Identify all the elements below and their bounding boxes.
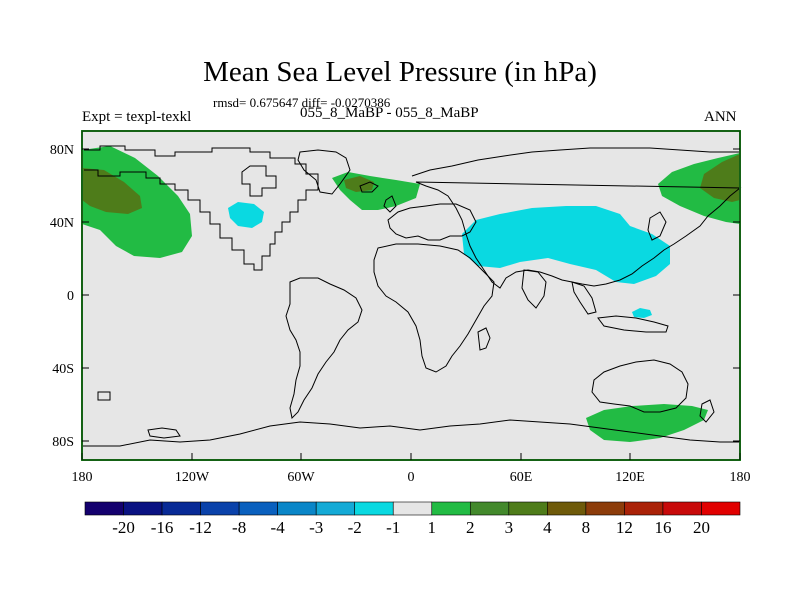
anomaly-north-pacific-west-core <box>82 168 142 214</box>
x-tick-label: 180 <box>730 470 751 485</box>
colorbar-label: 2 <box>466 518 475 537</box>
axis-ticks <box>81 148 741 460</box>
colorbar-swatch <box>431 501 471 516</box>
colorbar-label: -8 <box>232 518 246 537</box>
colorbar-label: 3 <box>505 518 514 537</box>
colorbar-label: 16 <box>654 518 671 537</box>
coastline-south-america <box>285 277 363 420</box>
colorbar-swatch <box>84 501 124 516</box>
colorbar-swatch <box>547 501 587 516</box>
anomaly-indian-ocean-negative <box>632 308 652 318</box>
colorbar-label: -16 <box>151 518 174 537</box>
coastline-australia <box>591 359 689 413</box>
season-label: ANN <box>704 109 737 125</box>
colorbar-swatch <box>392 501 433 516</box>
coastline-india <box>521 269 547 309</box>
x-tick-label: 60E <box>510 470 533 485</box>
anomaly-east-pacific-negative <box>228 202 264 228</box>
colorbar-swatch <box>585 501 625 516</box>
colorbar-swatch <box>469 501 510 516</box>
y-tick-label: 40N <box>50 216 74 231</box>
anomaly-north-atlantic-core <box>344 176 374 192</box>
y-tick-label: 80S <box>52 435 74 450</box>
colorbar-swatch <box>624 501 664 516</box>
colorbar: -20 -16 -12 -8 -4 -3 -2 -1 1 2 3 4 8 12 16 20 <box>84 501 741 537</box>
colorbar-label: -3 <box>309 518 323 537</box>
colorbar-swatch <box>354 501 394 516</box>
colorbar-label: 4 <box>543 518 552 537</box>
coastline-southeast-asia <box>571 281 597 315</box>
coastline-japan <box>647 211 667 241</box>
x-axis-labels: 180 120W 60W 0 60E 120E 180 <box>72 470 751 485</box>
x-tick-label: 120W <box>175 470 210 485</box>
colorbar-swatch <box>123 501 163 516</box>
experiment-label: Expt = texpl-texkl <box>82 109 192 125</box>
coastline-asia <box>411 147 742 289</box>
colorbar-swatch <box>277 501 317 516</box>
period-label: 055_8_MaBP - 055_8_MaBP <box>300 105 479 121</box>
y-tick-label: 80N <box>50 143 74 158</box>
coastline-uk <box>383 195 397 213</box>
anomaly-asia-negative <box>462 206 670 284</box>
coastline-antarctic-islands <box>147 427 181 439</box>
anomaly-southern-ocean-positive <box>586 404 708 442</box>
x-tick-label: 0 <box>408 470 415 485</box>
coastline-antarctica <box>82 419 740 447</box>
colorbar-label: 8 <box>582 518 591 537</box>
coastline-africa <box>373 243 495 373</box>
colorbar-swatch <box>701 501 741 516</box>
chart-title: Mean Sea Level Pressure (in hPa) <box>203 56 597 88</box>
y-axis-labels: 80N 40N 0 40S 80S <box>50 143 74 450</box>
coastline-falklands <box>97 391 111 401</box>
coastline-greenland <box>297 149 351 195</box>
colorbar-swatch <box>200 501 240 516</box>
coastlines <box>82 145 742 447</box>
x-tick-label: 60W <box>287 470 315 485</box>
colorbar-swatch <box>161 501 201 516</box>
colorbar-swatch <box>662 501 702 516</box>
colorbar-swatch <box>508 501 548 516</box>
coastline-hudson-bay <box>241 165 277 197</box>
colorbar-label: 12 <box>616 518 633 537</box>
colorbar-label: -12 <box>189 518 212 537</box>
coastline-north-america <box>84 145 319 271</box>
colorbar-label: 20 <box>693 518 710 537</box>
coastline-indonesia <box>597 315 669 333</box>
colorbar-label: -2 <box>348 518 362 537</box>
coastline-madagascar <box>477 327 491 351</box>
colorbar-swatch <box>315 501 356 516</box>
colorbar-label: -4 <box>271 518 286 537</box>
colorbar-swatch <box>238 501 278 516</box>
coastline-iceland <box>359 181 379 193</box>
x-tick-label: 120E <box>615 470 645 485</box>
anomaly-north-pacific-east-core <box>700 154 740 202</box>
stats-label: rmsd= 0.675647 diff= -0.0270386 <box>213 95 391 110</box>
y-tick-label: 0 <box>67 289 74 304</box>
coastline-new-zealand <box>699 399 715 423</box>
colorbar-label: 1 <box>428 518 437 537</box>
colorbar-label: -1 <box>386 518 400 537</box>
y-tick-label: 40S <box>52 362 74 377</box>
colorbar-label: -20 <box>112 518 135 537</box>
x-tick-label: 180 <box>72 470 93 485</box>
